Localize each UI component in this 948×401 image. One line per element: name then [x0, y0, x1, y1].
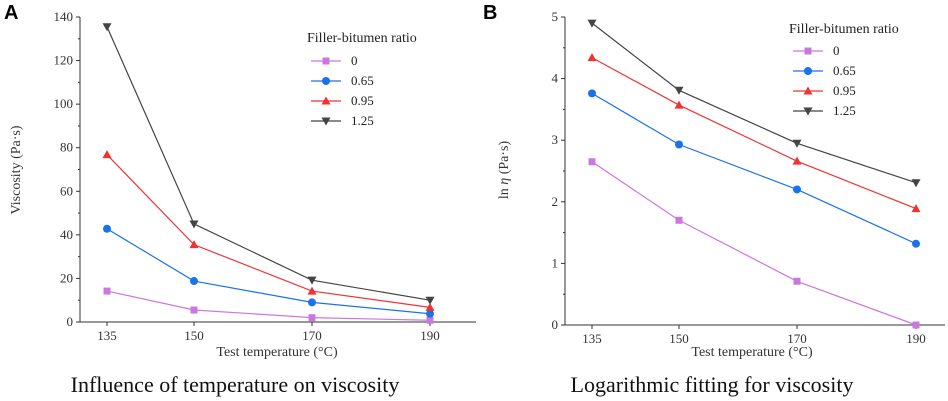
series-line-a-0 [106, 290, 431, 321]
x-axis-title-a: Test temperature (°C) [216, 345, 338, 360]
panel-label-b: B [483, 2, 497, 24]
data-point-a-0 [308, 314, 316, 322]
y-axis-title-b-symbol: η [497, 178, 512, 185]
data-point-b-2 [674, 100, 684, 109]
y-tick-label-a: 0 [67, 314, 74, 329]
data-point-b-3 [911, 179, 921, 188]
y-tick-label-a: 120 [54, 53, 74, 68]
y-tick-label-b: 2 [552, 194, 559, 209]
legend-title-a: Filler-bitumen ratio [307, 31, 417, 46]
y-tick-label-a: 80 [60, 140, 73, 155]
legend-marker-b-2 [803, 86, 813, 95]
legend-marker-a-0 [322, 57, 330, 65]
series-line-b-0 [591, 161, 917, 326]
x-tick-label-b: 135 [582, 331, 602, 346]
data-point-b-0 [793, 277, 801, 285]
data-point-a-3 [189, 220, 199, 229]
legend-label-a-0: 0 [351, 53, 358, 68]
data-point-b-3 [674, 86, 684, 95]
caption-b: Logarithmic fitting for viscosity [571, 372, 854, 397]
data-point-b-1 [588, 89, 596, 98]
y-tick-label-b: 5 [552, 9, 559, 24]
y-tick-label-a: 40 [60, 227, 73, 242]
data-point-a-2 [307, 286, 317, 295]
x-tick-label-a: 170 [302, 328, 322, 343]
y-axis-title-b: ln η (Pa·s) [497, 141, 512, 200]
legend-label-b-2: 0.95 [833, 83, 856, 98]
data-point-b-0 [912, 321, 920, 329]
data-point-b-1 [912, 239, 920, 248]
data-point-b-2 [587, 53, 597, 62]
legend-label-b-1: 0.65 [833, 63, 856, 78]
legend-title-b: Filler-bitumen ratio [789, 22, 899, 37]
data-point-a-1 [103, 224, 111, 233]
y-tick-label-a: 140 [54, 9, 74, 24]
legend-label-a-2: 0.95 [351, 93, 374, 108]
y-axis-title-a: Viscosity (Pa·s) [9, 125, 24, 214]
series-line-b-2 [591, 57, 917, 210]
x-tick-label-b: 150 [669, 331, 689, 346]
series-line-a-2 [106, 154, 431, 308]
data-point-a-2 [189, 240, 199, 249]
data-point-a-3 [102, 23, 112, 32]
legend-marker-b-0 [804, 47, 812, 55]
panel-label-a: A [4, 2, 18, 24]
x-tick-label-b: 190 [906, 331, 926, 346]
data-point-a-3 [425, 296, 435, 305]
y-tick-label-b: 0 [552, 317, 559, 332]
data-point-a-1 [426, 309, 434, 318]
y-tick-label-a: 60 [60, 183, 73, 198]
x-axis-title-b: Test temperature (°C) [691, 345, 813, 360]
y-tick-label-b: 3 [552, 132, 559, 147]
y-tick-label-a: 20 [60, 270, 73, 285]
data-point-a-3 [307, 276, 317, 285]
series-line-a-1 [106, 228, 431, 315]
y-tick-label-b: 4 [552, 71, 559, 86]
x-tick-label-a: 135 [97, 328, 117, 343]
series-line-b-1 [591, 92, 917, 245]
data-point-b-0 [675, 216, 683, 224]
chart-b: 0 1 2 3 4 5 135 150 170 190 0 0.65 0.95 1.25 [552, 9, 945, 346]
series-line-a-3 [106, 26, 431, 301]
legend-marker-a-2 [321, 96, 331, 105]
data-point-a-2 [102, 150, 112, 159]
data-point-a-0 [426, 316, 434, 324]
legend-marker-b-3 [803, 107, 813, 116]
data-point-a-2 [425, 302, 435, 311]
x-tick-label-b: 170 [787, 331, 807, 346]
chart-a: 0 20 40 60 80 100 120 140 135 150 170 190 0 0.65 0.95 1… [54, 9, 476, 343]
data-point-a-0 [103, 287, 111, 295]
y-tick-label-b: 1 [552, 255, 559, 270]
legend-marker-a-1 [322, 77, 330, 85]
data-point-b-3 [792, 139, 802, 148]
series-line-b-3 [591, 22, 917, 184]
y-axis-title-b-suffix: (Pa·s) [497, 141, 512, 175]
data-point-a-0 [190, 306, 198, 314]
x-tick-label-a: 190 [420, 328, 440, 343]
caption-a: Influence of temperature on viscosity [71, 372, 400, 397]
y-tick-label-a: 100 [54, 96, 74, 111]
data-point-b-1 [793, 185, 801, 194]
legend-label-a-1: 0.65 [351, 73, 374, 88]
legend-label-a-3: 1.25 [351, 113, 374, 128]
data-point-a-1 [308, 298, 316, 307]
data-point-b-3 [587, 19, 597, 28]
data-point-b-2 [792, 156, 802, 165]
legend-marker-b-1 [804, 67, 812, 75]
legend-label-b-0: 0 [833, 43, 840, 58]
legend-marker-a-3 [321, 117, 331, 126]
data-point-b-1 [675, 140, 683, 149]
y-axis-title-b-prefix: ln [497, 188, 512, 199]
data-point-b-0 [588, 158, 596, 166]
data-point-a-1 [190, 277, 198, 286]
x-tick-label-a: 150 [184, 328, 204, 343]
legend-label-b-3: 1.25 [833, 103, 856, 118]
data-point-b-2 [911, 204, 921, 213]
